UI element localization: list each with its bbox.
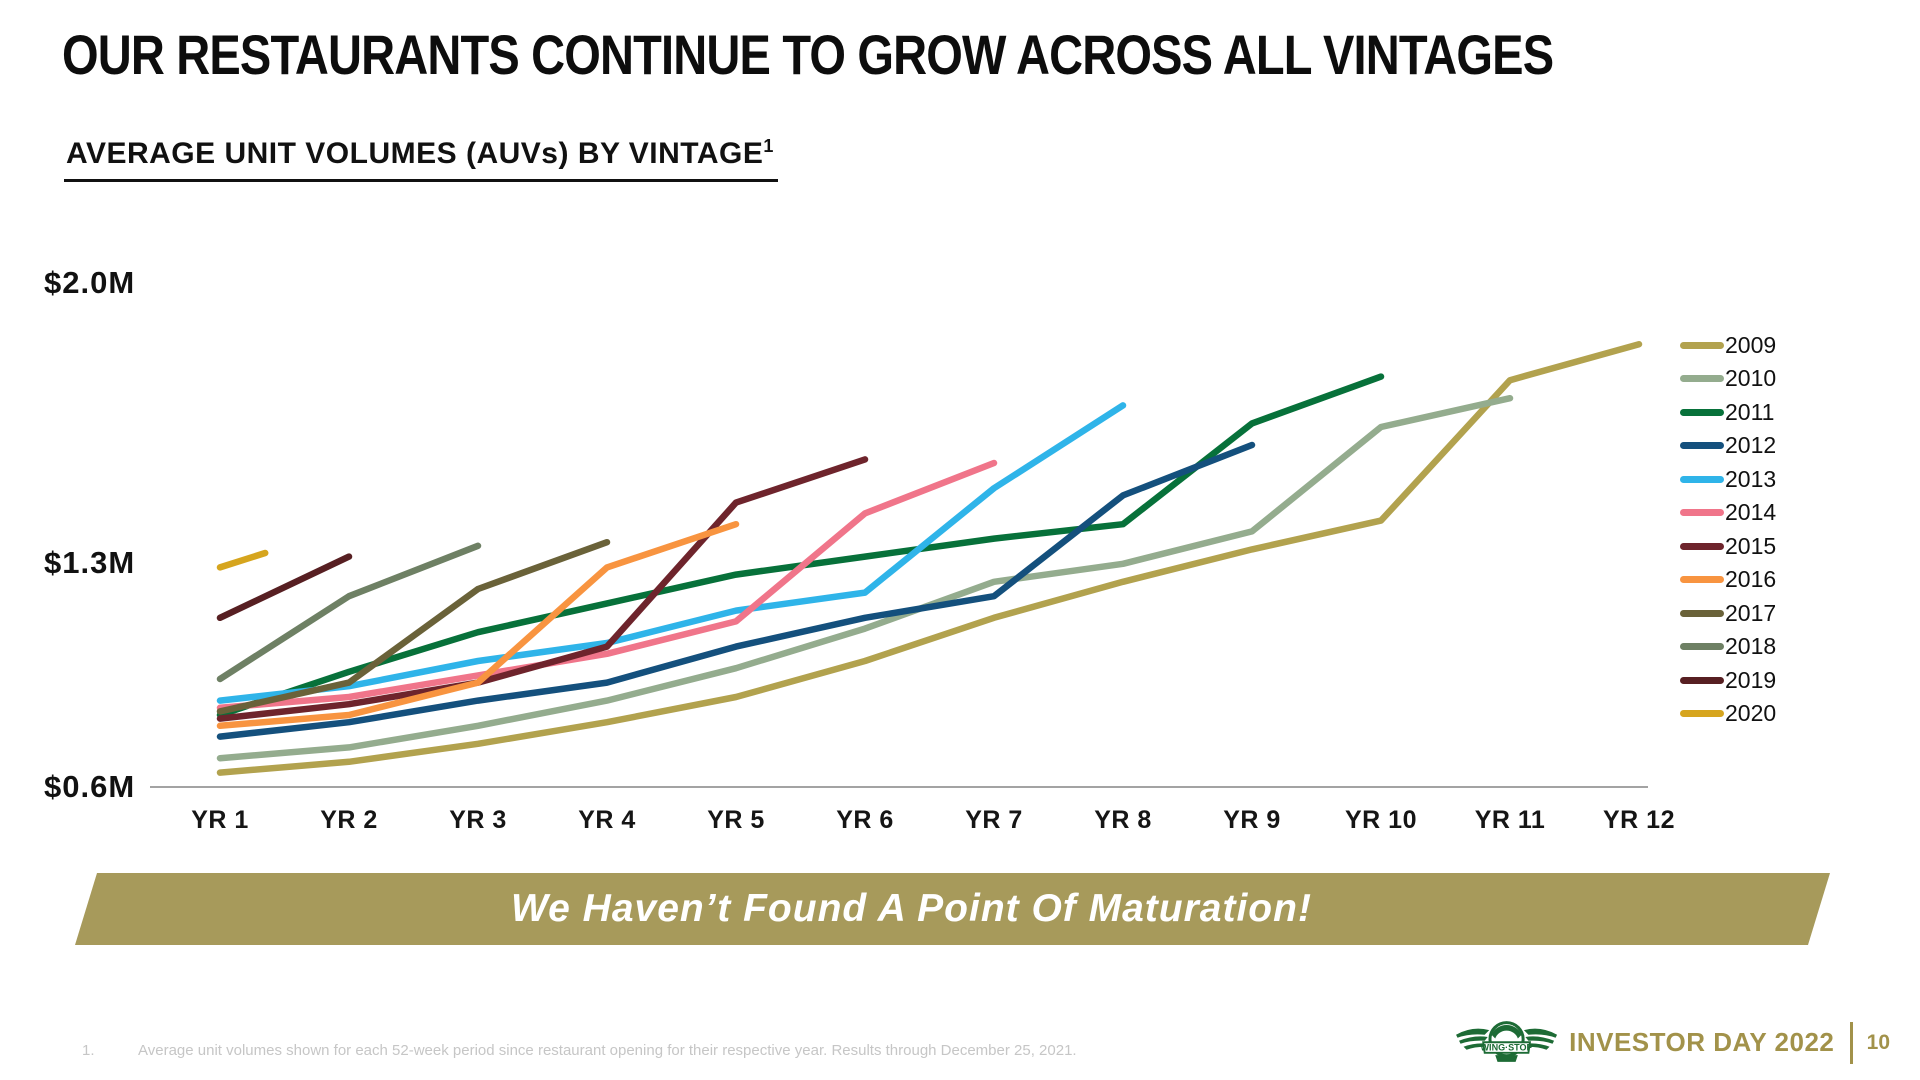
- footnote-text: Average unit volumes shown for each 52-w…: [138, 1042, 1077, 1059]
- footnote-marker: 1.: [82, 1042, 95, 1059]
- page-title: OUR RESTAURANTS CONTINUE TO GROW ACROSS …: [62, 22, 1562, 87]
- wingstop-logo-text: WING·STOP: [1481, 1042, 1533, 1052]
- banner-text: We Haven’t Found A Point Of Maturation!: [511, 887, 1312, 930]
- footer: WING·STOP INVESTOR DAY 2022 10: [1450, 1005, 1890, 1080]
- footer-divider: [1850, 1021, 1853, 1064]
- series-line-2010: [216, 394, 1514, 762]
- series-line-2009: [216, 340, 1643, 776]
- footnote: 1. Average unit volumes shown for each 5…: [82, 1042, 1077, 1059]
- series-line-2015: [216, 456, 869, 722]
- series-line-2013: [216, 402, 1127, 704]
- series-line-2020: [216, 549, 269, 571]
- series-line-2016: [216, 520, 740, 730]
- chart-title-text: AVERAGE UNIT VOLUMES (AUVs) BY VINTAGE: [66, 137, 764, 170]
- series-line-2012: [216, 441, 1256, 740]
- footer-brand: INVESTOR DAY 2022: [1569, 1027, 1835, 1057]
- footnote-reference: 1: [763, 136, 774, 156]
- wingstop-logo: WING·STOP: [1456, 1020, 1558, 1062]
- series-line-2017: [216, 538, 611, 715]
- series-line-2014: [216, 459, 998, 712]
- page-number: 10: [1866, 1030, 1890, 1054]
- chart-title: AVERAGE UNIT VOLUMES (AUVs) BY VINTAGE1: [64, 136, 778, 182]
- series-line-2018: [216, 542, 482, 683]
- page-title-text: OUR RESTAURANTS CONTINUE TO GROW ACROSS …: [62, 23, 1554, 86]
- series-line-2019: [216, 553, 353, 622]
